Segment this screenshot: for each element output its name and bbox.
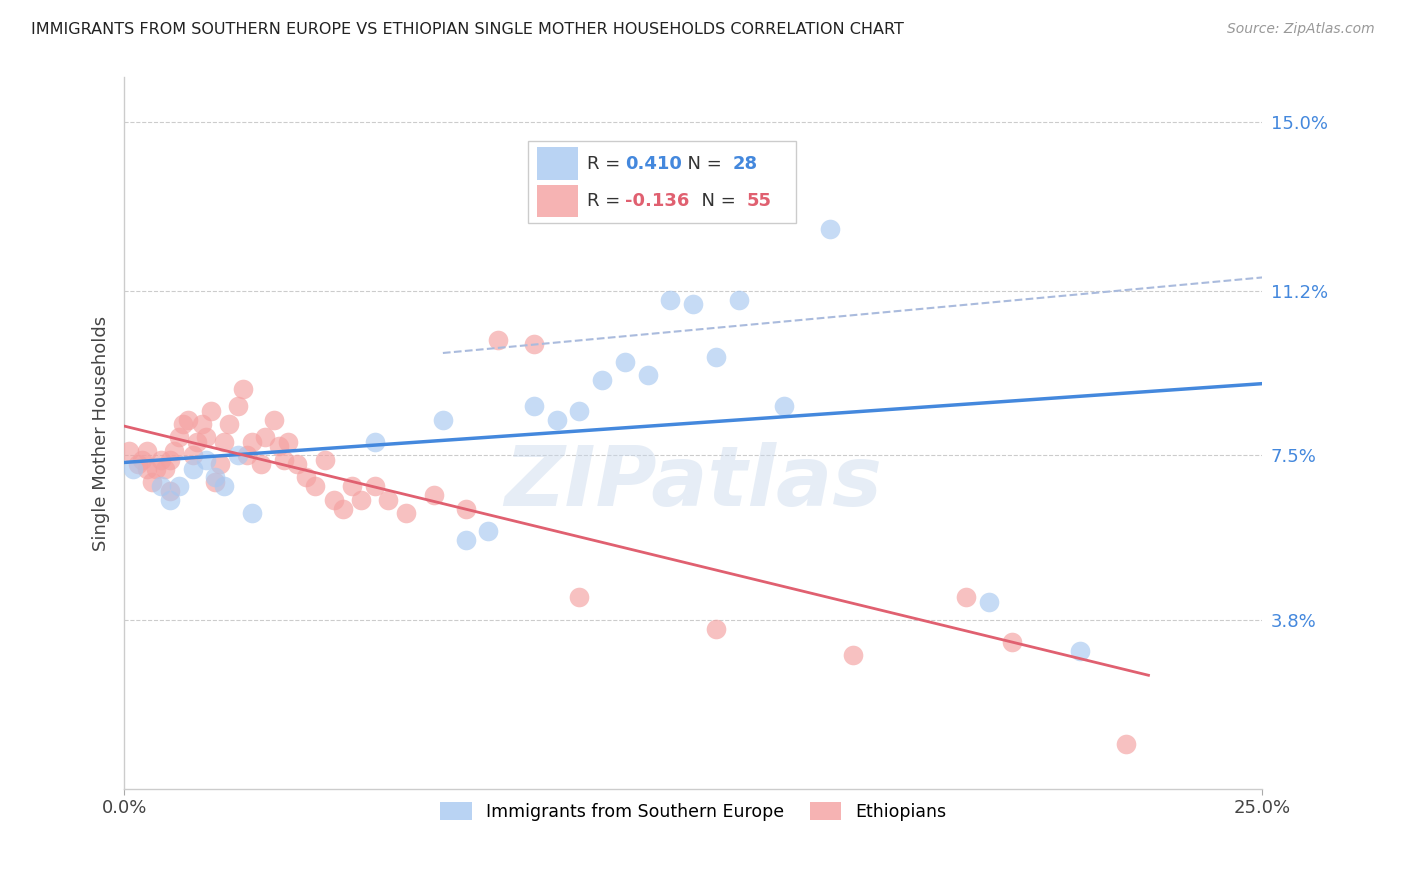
FancyBboxPatch shape xyxy=(537,147,578,180)
Point xyxy=(637,368,659,383)
Text: IMMIGRANTS FROM SOUTHERN EUROPE VS ETHIOPIAN SINGLE MOTHER HOUSEHOLDS CORRELATIO: IMMIGRANTS FROM SOUTHERN EUROPE VS ETHIO… xyxy=(31,22,904,37)
Text: Source: ZipAtlas.com: Source: ZipAtlas.com xyxy=(1227,22,1375,37)
Point xyxy=(704,622,727,636)
Point xyxy=(841,648,863,663)
Point xyxy=(232,382,254,396)
Text: R =: R = xyxy=(588,154,627,172)
Point xyxy=(122,461,145,475)
Point xyxy=(979,595,1001,609)
Point xyxy=(190,417,212,431)
Point xyxy=(240,434,263,449)
Y-axis label: Single Mother Households: Single Mother Households xyxy=(93,316,110,550)
Point xyxy=(277,434,299,449)
Point xyxy=(177,412,200,426)
Point xyxy=(523,337,546,351)
Point xyxy=(136,443,159,458)
Point xyxy=(249,457,271,471)
Point xyxy=(218,417,240,431)
Point xyxy=(118,443,141,458)
Text: 55: 55 xyxy=(747,192,772,211)
Text: ZIPatlas: ZIPatlas xyxy=(505,442,882,524)
Point xyxy=(267,439,290,453)
Point xyxy=(659,293,682,307)
Point xyxy=(141,475,163,489)
Point xyxy=(727,293,749,307)
Point xyxy=(208,457,231,471)
Point xyxy=(423,488,446,502)
Point xyxy=(149,479,172,493)
Point xyxy=(214,479,236,493)
Point xyxy=(773,400,796,414)
Point xyxy=(167,479,190,493)
Point xyxy=(149,452,172,467)
Text: N =: N = xyxy=(690,192,741,211)
Point xyxy=(322,492,344,507)
Point xyxy=(568,404,591,418)
Point xyxy=(314,452,336,467)
Point xyxy=(682,297,704,311)
Text: N =: N = xyxy=(676,154,728,172)
Point xyxy=(486,333,509,347)
Point xyxy=(395,506,418,520)
Point xyxy=(204,475,226,489)
Point xyxy=(285,457,308,471)
Point xyxy=(1001,635,1024,649)
Point xyxy=(1115,737,1137,751)
Point xyxy=(363,434,385,449)
Point xyxy=(204,470,226,484)
Point xyxy=(167,430,190,444)
Point xyxy=(240,506,263,520)
Point xyxy=(200,404,222,418)
Point xyxy=(159,452,181,467)
FancyBboxPatch shape xyxy=(529,142,796,223)
Point xyxy=(304,479,326,493)
Point xyxy=(172,417,194,431)
Point xyxy=(181,448,204,462)
Point xyxy=(159,483,181,498)
Point xyxy=(546,412,568,426)
Point xyxy=(236,448,259,462)
Point xyxy=(186,434,208,449)
Text: R =: R = xyxy=(588,192,627,211)
Point xyxy=(818,221,841,235)
Point xyxy=(195,430,218,444)
Text: 28: 28 xyxy=(733,154,758,172)
Point xyxy=(181,461,204,475)
FancyBboxPatch shape xyxy=(537,185,578,218)
Point xyxy=(377,492,399,507)
Point xyxy=(1069,644,1091,658)
Point xyxy=(226,400,249,414)
Point xyxy=(454,501,477,516)
Legend: Immigrants from Southern Europe, Ethiopians: Immigrants from Southern Europe, Ethiopi… xyxy=(432,794,955,830)
Point xyxy=(145,461,167,475)
Point xyxy=(226,448,249,462)
Text: -0.136: -0.136 xyxy=(624,192,689,211)
Point xyxy=(131,452,153,467)
Point xyxy=(523,400,546,414)
Point xyxy=(454,533,477,547)
Point xyxy=(613,355,636,369)
Point xyxy=(127,457,149,471)
Point xyxy=(163,443,186,458)
Point xyxy=(591,373,613,387)
Point xyxy=(704,351,727,365)
Point xyxy=(159,492,181,507)
Point xyxy=(136,461,159,475)
Point xyxy=(195,452,218,467)
Point xyxy=(332,501,354,516)
Point xyxy=(214,434,236,449)
Point xyxy=(363,479,385,493)
Point xyxy=(432,412,454,426)
Point xyxy=(340,479,363,493)
Text: 0.410: 0.410 xyxy=(624,154,682,172)
Point xyxy=(254,430,277,444)
Point xyxy=(568,591,591,605)
Point xyxy=(477,524,499,538)
Point xyxy=(955,591,977,605)
Point xyxy=(153,461,176,475)
Point xyxy=(273,452,295,467)
Point xyxy=(350,492,373,507)
Point xyxy=(263,412,285,426)
Point xyxy=(295,470,318,484)
